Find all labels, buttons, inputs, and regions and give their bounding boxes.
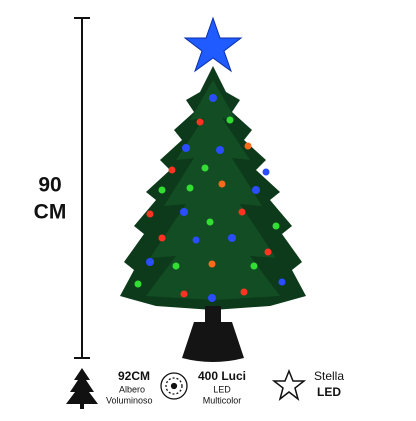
height-measure xyxy=(74,17,90,359)
lights-icon xyxy=(160,372,188,400)
feature-text: Voluminoso xyxy=(106,395,153,405)
star-icon xyxy=(271,368,307,401)
tree-icon xyxy=(66,368,98,404)
feature-text: Albero xyxy=(119,384,145,394)
feature-text: Multicolor xyxy=(203,395,242,405)
tree-lights xyxy=(134,94,286,302)
tree-stand xyxy=(182,306,244,362)
tree-icon-trunk xyxy=(80,404,84,409)
feature-text: LED xyxy=(317,385,341,399)
tree xyxy=(120,66,306,310)
feature-title: 92CM xyxy=(118,369,150,383)
feature-title: 400 Luci xyxy=(198,369,246,383)
dimension-unit: CM xyxy=(34,201,67,224)
feature-title: Stella xyxy=(314,369,344,383)
feature-text: LED xyxy=(213,384,231,394)
dimension-value: 90 xyxy=(38,174,61,197)
tree-star xyxy=(183,16,243,73)
